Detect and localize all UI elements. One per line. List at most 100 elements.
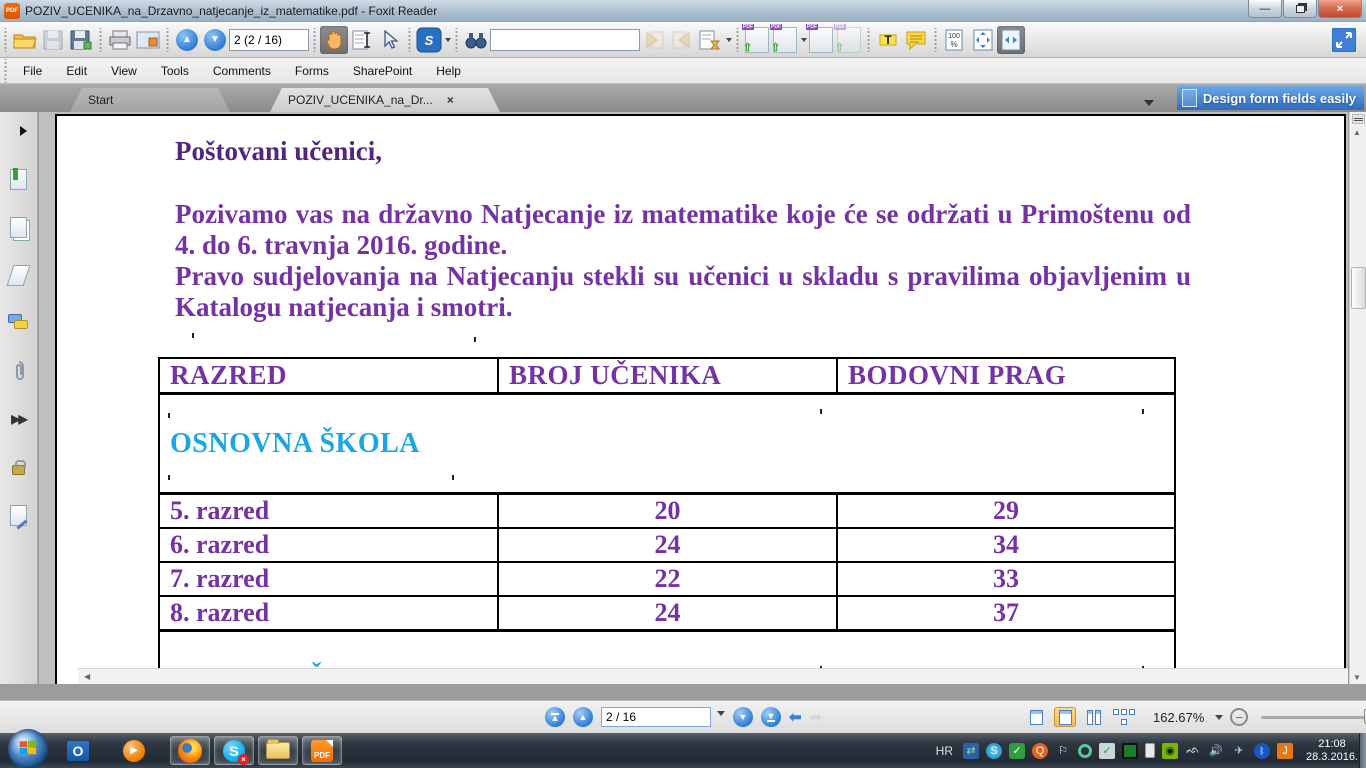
toolbar-grip[interactable] xyxy=(735,27,740,52)
restore-button[interactable] xyxy=(1283,0,1317,18)
next-view-button[interactable]: ➡ xyxy=(809,709,823,726)
start-button[interactable] xyxy=(8,728,48,768)
pdf-import-button[interactable]: PDF ⇧ xyxy=(834,23,863,54)
find-next-button[interactable] xyxy=(668,26,696,54)
minimize-button[interactable]: — xyxy=(1248,0,1282,18)
menubar-grip[interactable] xyxy=(3,58,8,83)
taskbar-foxit[interactable]: PDF xyxy=(302,736,342,765)
bookmarks-panel-button[interactable] xyxy=(7,166,31,192)
previous-page-button-status[interactable]: ▲ xyxy=(573,707,593,727)
autoscroll-dropdown-arrow[interactable] xyxy=(726,37,732,42)
tab-poziv-ucenika[interactable]: POZIV_UCENIKA_na_Dr... × xyxy=(270,88,500,112)
split-view-handle[interactable] xyxy=(1352,114,1365,124)
green-app-tray-icon[interactable]: ✓ xyxy=(1009,742,1025,759)
taskbar-firefox[interactable] xyxy=(170,736,210,765)
scroll-left-icon[interactable]: ◀ xyxy=(84,672,91,681)
first-page-button[interactable]: ▲ xyxy=(545,707,565,727)
page-number-input[interactable] xyxy=(229,28,309,51)
signature-panel-button[interactable] xyxy=(7,502,31,530)
toolbar-grip[interactable] xyxy=(454,27,459,52)
status-page-input[interactable] xyxy=(601,707,711,727)
zoom-level[interactable]: 162.67% xyxy=(1153,709,1205,725)
next-page-button-status[interactable]: ▼ xyxy=(733,707,753,727)
menu-tools[interactable]: Tools xyxy=(160,63,189,78)
volume-tray-icon[interactable]: 🔊 xyxy=(1209,745,1223,757)
email-button[interactable] xyxy=(134,26,162,54)
more-panels-button[interactable]: ▶▶ xyxy=(7,406,31,432)
show-desktop-button[interactable] xyxy=(1359,733,1366,768)
scroll-up-icon[interactable]: ▲ xyxy=(1353,128,1361,137)
display-tray-icon[interactable] xyxy=(1122,742,1138,759)
zoom-out-button[interactable]: − xyxy=(1230,708,1249,726)
menu-help[interactable]: Help xyxy=(436,63,461,78)
status-ring-icon[interactable] xyxy=(1078,743,1092,758)
page-dropdown-icon[interactable] xyxy=(717,711,725,716)
expand-panel-button[interactable] xyxy=(11,118,35,144)
menu-sharepoint[interactable]: SharePoint xyxy=(352,63,413,78)
tab-list-dropdown-icon[interactable] xyxy=(1144,100,1154,106)
tab-close-icon[interactable]: × xyxy=(446,93,454,107)
ds-dropdown-arrow[interactable] xyxy=(445,37,451,42)
create-pdf-from-file-button[interactable]: PDF ⇧ xyxy=(742,23,771,54)
menu-file[interactable]: File xyxy=(23,63,43,78)
single-page-view-button[interactable] xyxy=(1025,707,1047,727)
create-pdf-from-scanner-button[interactable]: PDF ⇧ xyxy=(770,23,799,54)
battery-tray-icon[interactable] xyxy=(1145,743,1155,758)
toolbar-grip[interactable] xyxy=(312,27,317,52)
send-to-tray-icon[interactable]: ✈ xyxy=(1234,745,1244,757)
facing-view-button[interactable] xyxy=(1083,707,1105,727)
next-page-button[interactable]: ▼ xyxy=(201,26,229,54)
design-form-fields-banner[interactable]: Design form fields easily xyxy=(1176,86,1364,110)
last-page-button[interactable]: ▼ xyxy=(761,707,781,727)
save-as-button[interactable] xyxy=(67,26,95,54)
skype-tray-icon[interactable]: S xyxy=(986,742,1002,759)
nvidia-tray-icon[interactable]: ◉ xyxy=(1162,742,1178,759)
zoom-dropdown-icon[interactable] xyxy=(1215,714,1224,720)
find-input[interactable] xyxy=(490,28,640,51)
zoom-slider-thumb[interactable] xyxy=(1364,708,1366,725)
vertical-scroll-thumb[interactable] xyxy=(1351,267,1366,309)
continuous-view-button[interactable] xyxy=(1054,707,1076,727)
pages-panel-button[interactable] xyxy=(7,214,31,240)
autoscroll-button[interactable] xyxy=(696,26,724,54)
scroll-down-icon[interactable]: ▼ xyxy=(1353,673,1361,682)
blank-pdf-button[interactable]: PDF xyxy=(806,23,835,54)
horizontal-scrollbar[interactable]: ◀ ▶ xyxy=(78,668,1348,684)
signal-bars-icon[interactable]: ᨒ xyxy=(1186,744,1200,756)
comments-panel-button[interactable] xyxy=(7,310,31,336)
toolbar-grip[interactable] xyxy=(407,27,412,52)
fullscreen-button[interactable] xyxy=(1330,26,1358,54)
toolbar-grip[interactable] xyxy=(98,27,103,52)
zoom-slider[interactable] xyxy=(1261,708,1366,725)
tab-start[interactable]: Start xyxy=(70,88,230,112)
q-app-tray-icon[interactable]: Q xyxy=(1032,742,1048,759)
toolbar-grip[interactable] xyxy=(933,27,938,52)
print-button[interactable] xyxy=(106,26,134,54)
hand-tool-button[interactable] xyxy=(320,25,348,54)
bluetooth-tray-icon[interactable]: ᛒ xyxy=(1254,742,1270,759)
ds-plugin-button[interactable]: S xyxy=(415,26,443,54)
sync-tray-icon[interactable]: ⇄ xyxy=(963,742,979,759)
taskbar-explorer[interactable] xyxy=(258,736,298,765)
taskbar-outlook[interactable]: O xyxy=(58,736,98,765)
zoom-100-button[interactable]: 100% xyxy=(941,26,969,54)
menu-view[interactable]: View xyxy=(111,63,137,78)
select-text-button[interactable] xyxy=(348,26,376,54)
action-center-flag-icon[interactable]: ⚐ xyxy=(1058,745,1068,757)
document-view[interactable]: Poštovani učenici, Pozivamo vas na držav… xyxy=(39,112,1348,684)
fit-width-button[interactable] xyxy=(997,25,1025,54)
previous-page-button[interactable]: ▲ xyxy=(173,26,201,54)
highlight-text-button[interactable]: T xyxy=(874,26,902,54)
java-tray-icon[interactable]: J xyxy=(1277,742,1293,759)
save-button[interactable] xyxy=(39,26,67,54)
close-button[interactable]: × xyxy=(1318,0,1362,18)
fit-page-button[interactable] xyxy=(969,26,997,54)
menu-edit[interactable]: Edit xyxy=(66,63,88,78)
taskbar-media-player[interactable]: ▶ xyxy=(114,736,154,765)
continuous-facing-view-button[interactable] xyxy=(1112,707,1136,727)
vertical-scrollbar[interactable]: ▲ ▼ xyxy=(1349,112,1366,684)
add-note-button[interactable] xyxy=(902,26,930,54)
taskbar-skype[interactable]: S × xyxy=(214,736,254,765)
clock[interactable]: 21:08 28.3.2016. xyxy=(1306,738,1358,764)
pdf-page[interactable]: Poštovani učenici, Pozivamo vas na držav… xyxy=(55,114,1346,684)
